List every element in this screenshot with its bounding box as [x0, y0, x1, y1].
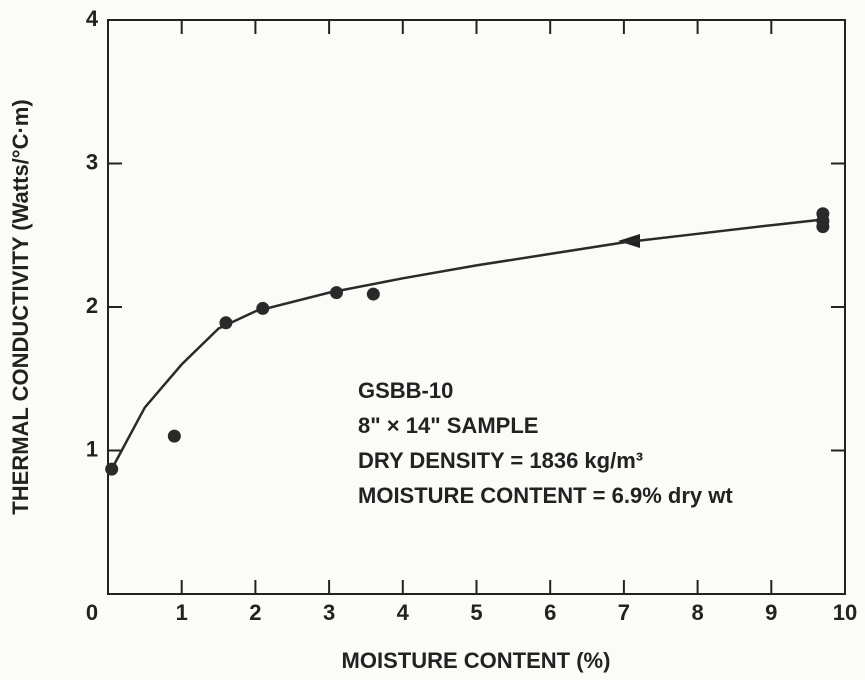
- x-tick-label: 6: [544, 600, 556, 625]
- data-point: [329, 286, 343, 300]
- y-tick-label: 2: [86, 293, 98, 318]
- data-point: [256, 301, 270, 315]
- data-point: [219, 316, 233, 330]
- y-axis-label: THERMAL CONDUCTIVITY (Watts/°C·m): [8, 99, 33, 514]
- x-tick-label: 9: [765, 600, 777, 625]
- x-tick-label: 5: [470, 600, 482, 625]
- x-tick-label: 1: [176, 600, 188, 625]
- y-tick-label: 1: [86, 436, 98, 461]
- annotation: MOISTURE CONTENT = 6.9% dry wt: [358, 483, 733, 508]
- fit-curve: [110, 218, 824, 470]
- x-tick-label: 10: [833, 600, 857, 625]
- x-tick-label: 3: [323, 600, 335, 625]
- annotation: GSBB-10: [358, 378, 453, 403]
- x-tick-label: 7: [618, 600, 630, 625]
- y-tick-label: 3: [86, 149, 98, 174]
- data-point: [816, 220, 830, 234]
- annotation: 8" × 14" SAMPLE: [358, 413, 538, 438]
- x-tick-label: 0: [86, 600, 98, 625]
- data-point: [167, 429, 181, 443]
- x-tick-label: 2: [249, 600, 261, 625]
- y-tick-label: 4: [86, 6, 99, 31]
- x-axis-label: MOISTURE CONTENT (%): [342, 648, 611, 673]
- x-tick-label: 4: [397, 600, 410, 625]
- plot-frame: [107, 19, 846, 595]
- data-point: [366, 287, 380, 301]
- annotation: DRY DENSITY = 1836 kg/m³: [358, 448, 643, 473]
- data-point: [105, 462, 119, 476]
- x-tick-label: 8: [691, 600, 703, 625]
